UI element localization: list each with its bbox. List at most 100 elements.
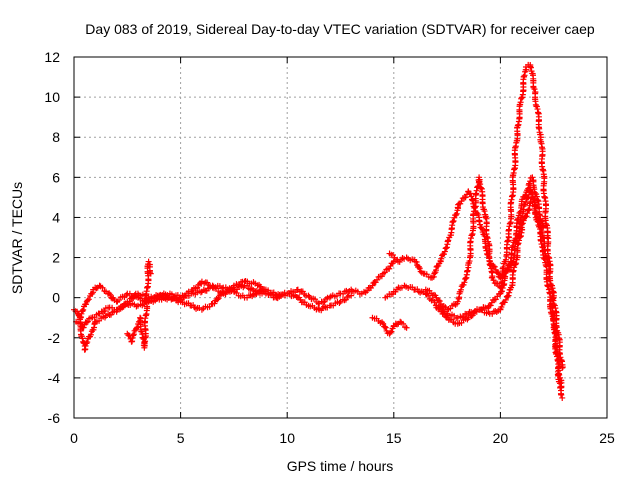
data-point — [529, 174, 536, 181]
x-tick-label: 0 — [70, 430, 78, 446]
data-marker — [505, 292, 512, 299]
data-marker — [467, 190, 474, 197]
data-marker — [442, 314, 449, 321]
x-tick-label: 20 — [493, 430, 509, 446]
data-marker — [130, 331, 137, 338]
data-marker — [527, 63, 534, 70]
data-marker — [87, 331, 94, 338]
y-tick-label: -2 — [48, 330, 61, 346]
data-marker — [93, 285, 100, 292]
data-marker — [133, 325, 140, 332]
data-marker — [490, 277, 497, 284]
data-marker — [436, 298, 443, 305]
data-marker — [441, 248, 448, 255]
data-marker — [442, 245, 449, 252]
grid-layer — [74, 57, 607, 418]
data-marker — [386, 265, 393, 272]
data-marker — [83, 319, 90, 326]
data-marker — [214, 296, 221, 303]
data-marker — [381, 323, 388, 330]
data-marker — [450, 217, 457, 224]
data-marker — [468, 193, 475, 200]
x-tick-label: 15 — [386, 430, 402, 446]
data-marker — [430, 273, 437, 280]
tick-layer — [73, 56, 608, 419]
data-marker — [461, 279, 468, 286]
data-point — [145, 258, 152, 265]
data-marker — [468, 313, 475, 320]
data-point — [531, 86, 538, 93]
y-tick-label: 6 — [52, 169, 60, 185]
data-marker — [512, 261, 519, 268]
data-marker — [487, 302, 494, 309]
data-marker — [83, 340, 90, 347]
data-marker — [445, 237, 452, 244]
data-marker — [84, 318, 91, 325]
x-axis-label: GPS time / hours — [287, 458, 394, 474]
data-marker — [492, 296, 499, 303]
data-marker — [84, 339, 91, 346]
data-marker — [211, 300, 218, 307]
x-tick-labels: 0 5 10 15 20 25 — [70, 430, 615, 446]
data-marker — [491, 263, 498, 270]
data-marker — [440, 310, 447, 317]
data-marker — [134, 324, 141, 331]
data-marker — [495, 270, 502, 277]
y-axis-label: SDTVAR / TECUs — [9, 182, 25, 294]
data-marker — [79, 308, 86, 315]
data-point — [482, 214, 489, 221]
data-marker — [381, 269, 388, 276]
data-marker — [498, 288, 505, 295]
data-point — [544, 234, 551, 241]
data-marker — [494, 269, 501, 276]
data-marker — [452, 211, 459, 218]
data-marker — [457, 286, 464, 293]
data-marker — [478, 225, 485, 232]
data-point — [403, 324, 410, 331]
data-marker — [378, 273, 385, 280]
y-tick-label: 8 — [52, 129, 60, 145]
data-point — [559, 394, 566, 401]
data-marker — [519, 220, 526, 227]
x-tick-label: 5 — [177, 430, 185, 446]
x-tick-label: 25 — [599, 430, 615, 446]
data-marker — [505, 237, 512, 244]
data-marker — [84, 297, 91, 304]
data-marker — [364, 287, 371, 294]
data-marker — [516, 237, 523, 244]
data-marker — [498, 288, 505, 295]
data-marker — [475, 211, 482, 218]
data-marker — [257, 283, 264, 290]
data-marker — [464, 267, 471, 274]
y-tick-label: -6 — [48, 410, 61, 426]
data-marker — [534, 218, 541, 225]
data-marker — [481, 208, 488, 215]
y-tick-label: 0 — [52, 290, 60, 306]
data-marker — [517, 233, 524, 240]
y-tick-labels: -6 -4 -2 0 2 4 6 8 10 12 — [44, 49, 60, 426]
data-marker — [387, 329, 394, 336]
data-marker — [523, 213, 530, 220]
data-marker — [524, 210, 531, 217]
data-marker — [119, 304, 126, 311]
data-marker — [478, 224, 485, 231]
data-marker — [502, 296, 509, 303]
data-point — [557, 384, 564, 391]
data-marker — [79, 335, 86, 342]
data-marker — [215, 295, 222, 302]
y-tick-label: 12 — [44, 49, 60, 65]
data-marker — [469, 312, 476, 319]
data-marker — [413, 259, 420, 266]
data-marker — [530, 84, 537, 91]
data-marker — [511, 264, 518, 271]
data-point — [147, 270, 154, 277]
y-tick-label: 2 — [52, 250, 60, 266]
data-marker — [99, 284, 106, 291]
x-tick-label: 10 — [279, 430, 295, 446]
data-marker — [107, 291, 114, 298]
y-tick-label: 4 — [52, 209, 60, 225]
data-marker — [520, 217, 527, 224]
data-marker — [131, 293, 138, 300]
data-marker — [80, 306, 87, 313]
